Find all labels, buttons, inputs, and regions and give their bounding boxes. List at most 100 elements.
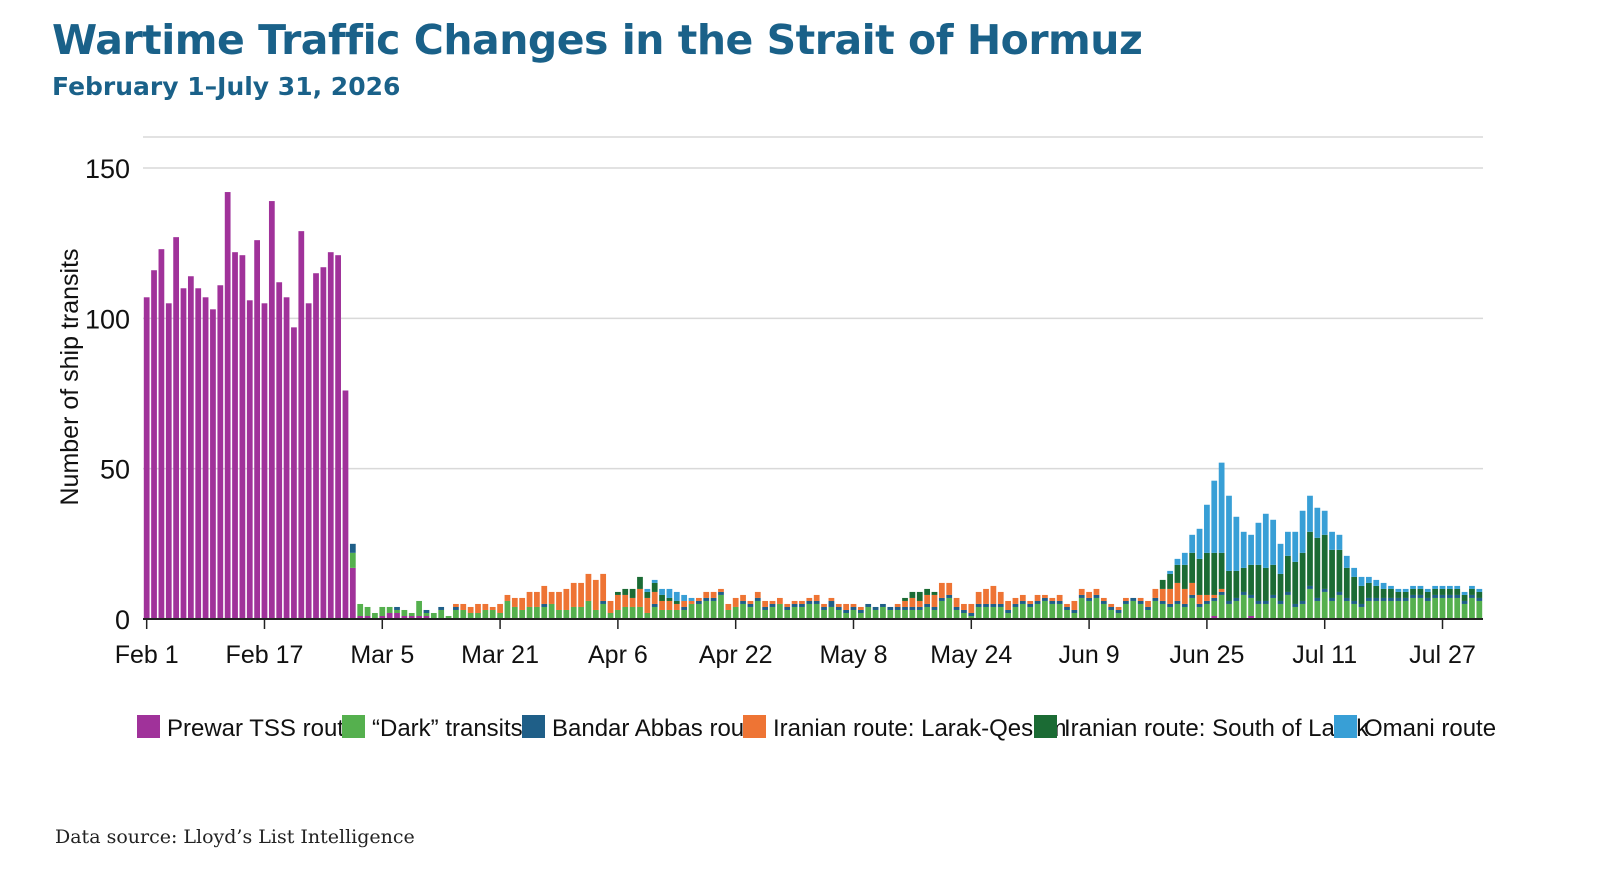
bar-segment <box>1071 600 1078 610</box>
bar-segment <box>1196 558 1203 595</box>
bar-segment <box>600 600 607 604</box>
bar-segment <box>1395 600 1402 619</box>
bar-segment <box>1454 585 1461 589</box>
bar-segment <box>1321 510 1328 535</box>
bar-segment <box>541 606 548 619</box>
bar-segment <box>1181 606 1188 619</box>
bar-segment <box>828 606 835 619</box>
bar-segment <box>924 588 930 595</box>
bar-segment <box>1167 570 1173 574</box>
bar-segment <box>1167 573 1173 589</box>
bar-segment <box>1240 567 1247 592</box>
legend-swatch <box>522 715 545 738</box>
bar-segment <box>1137 603 1144 619</box>
bar-segment <box>1196 528 1203 559</box>
bar-segment <box>931 606 938 610</box>
bar-segment <box>1336 594 1343 619</box>
bar-segment <box>1373 600 1380 619</box>
bar-segment <box>1174 558 1181 565</box>
bar-segment <box>762 606 769 610</box>
bar-segment <box>1439 594 1446 598</box>
bar-segment <box>1307 495 1313 532</box>
bar-segment <box>835 603 842 607</box>
bar-segment <box>754 591 761 598</box>
bar-segment <box>622 606 629 619</box>
bar-segment <box>548 603 555 619</box>
bar-segment <box>1240 591 1247 595</box>
bar-segment <box>445 615 452 619</box>
bar-segment <box>857 612 864 619</box>
bar-segment <box>173 237 180 619</box>
bar-segment <box>1454 597 1461 619</box>
bar-segment <box>1137 597 1144 601</box>
bar-segment <box>1336 591 1343 595</box>
bar-segment <box>1240 531 1247 568</box>
bar-segment <box>1233 597 1240 601</box>
bar-segment <box>1196 603 1203 607</box>
bar-segment <box>1358 576 1365 586</box>
bar-segment <box>659 588 665 595</box>
bar-segment <box>1226 603 1232 619</box>
bar-segment <box>320 267 327 619</box>
bar-segment <box>651 606 658 619</box>
bar-segment <box>924 603 930 607</box>
bar-segment <box>747 606 754 619</box>
bar-segment <box>1152 588 1159 598</box>
bar-segment <box>1056 600 1063 604</box>
bar-segment <box>902 597 908 601</box>
bar-segment <box>224 192 231 620</box>
bar-segment <box>1027 603 1034 607</box>
bar-segment <box>563 609 570 619</box>
bar-segment <box>1159 588 1166 601</box>
bar-segment <box>725 609 732 619</box>
bar-segment <box>791 606 798 619</box>
bar-segment <box>1108 609 1115 619</box>
bar-segment <box>1454 588 1461 595</box>
bar-segment <box>482 603 489 610</box>
bar-segment <box>983 603 989 607</box>
bar-segment <box>1152 600 1159 619</box>
bar-segment <box>548 591 555 604</box>
bar-segment <box>622 594 629 607</box>
bar-segment <box>453 603 459 607</box>
bar-segment <box>357 603 364 616</box>
bar-segment <box>1476 600 1483 619</box>
bar-segment <box>1402 600 1409 619</box>
bar-segment <box>718 594 724 619</box>
bar-segment <box>997 606 1004 619</box>
bar-segment <box>1064 609 1070 619</box>
bar-segment <box>916 606 923 610</box>
bar-segment <box>828 597 835 601</box>
bar-segment <box>666 609 673 619</box>
bar-segment <box>813 603 820 619</box>
bar-segment <box>916 600 923 607</box>
bar-segment <box>1233 570 1240 598</box>
bar-segment <box>1417 597 1424 619</box>
bar-segment <box>541 585 548 604</box>
bar-segment <box>696 600 702 604</box>
bar-segment <box>894 609 901 619</box>
bar-segment <box>1174 564 1181 583</box>
bar-segment <box>828 600 835 607</box>
bar-segment <box>1388 597 1394 601</box>
data-source-note: Data source: Lloyd’s List Intelligence <box>55 826 415 848</box>
bar-segment <box>453 606 459 610</box>
bar-segment <box>489 609 496 619</box>
bar-segment <box>1233 600 1240 619</box>
bar-segment <box>1042 600 1048 619</box>
bar-segment <box>688 600 695 604</box>
x-tick-label: Jun 9 <box>1059 641 1120 669</box>
bar-segment <box>1314 507 1321 538</box>
bar-segment <box>1005 600 1011 610</box>
x-tick-label: Apr 22 <box>699 641 773 669</box>
bar-segment <box>497 612 503 619</box>
bar-segment <box>305 303 312 619</box>
bar-segment <box>1071 609 1078 613</box>
bar-segment <box>909 591 916 598</box>
bar-segment <box>975 606 982 619</box>
bar-segment <box>401 609 408 616</box>
bar-segment <box>1395 588 1402 592</box>
bar-segment <box>1123 597 1129 601</box>
bar-segment <box>1351 576 1358 601</box>
